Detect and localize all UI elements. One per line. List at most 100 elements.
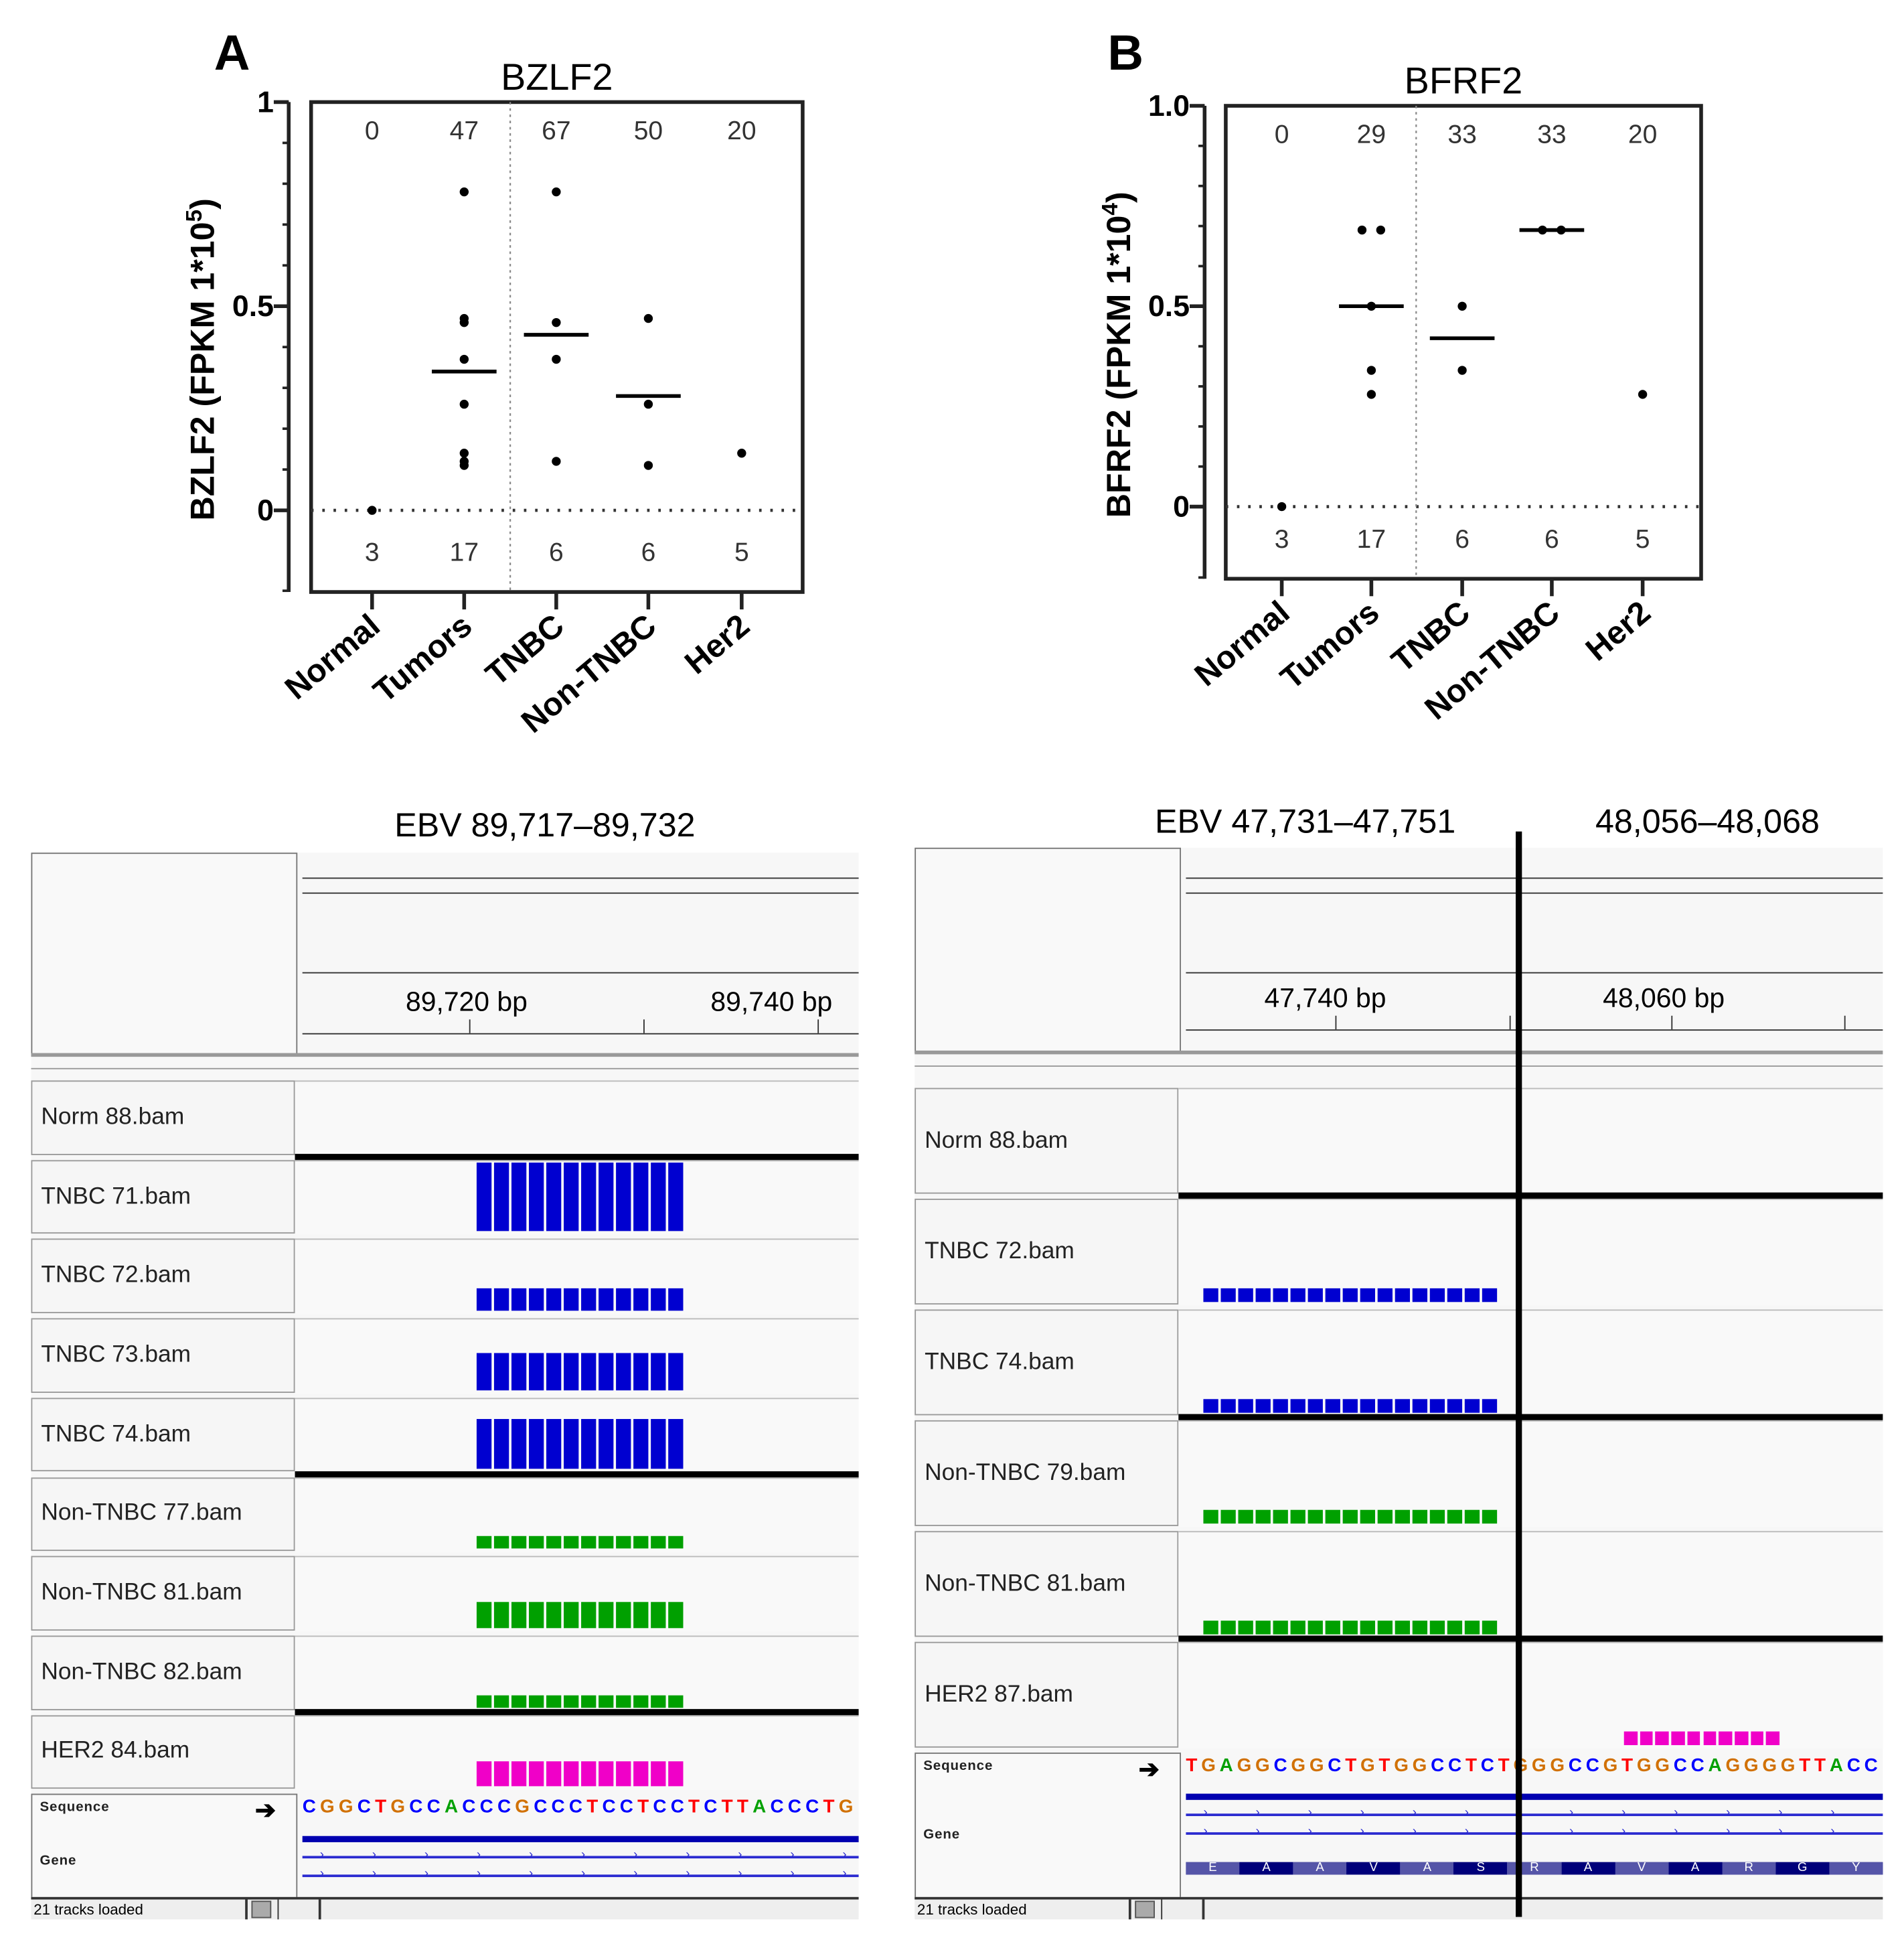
bottom-count: 5: [1636, 525, 1650, 554]
ruler-tick: [1844, 1015, 1846, 1030]
track-name[interactable]: TNBC 74.bam: [915, 1309, 1179, 1416]
y-axis-label-superscript: 4: [1098, 203, 1123, 216]
track-area[interactable]: [1178, 1088, 1883, 1195]
coverage-bar: [511, 1419, 527, 1470]
ruler-line: [302, 972, 859, 974]
coverage-bar: [599, 1288, 614, 1311]
data-point: [368, 506, 377, 515]
coverage-bar: [1464, 1509, 1480, 1524]
base-C: C: [534, 1796, 548, 1818]
track-name[interactable]: Norm 88.bam: [915, 1088, 1179, 1194]
track-name[interactable]: Non-TNBC 81.bam: [915, 1531, 1179, 1637]
base-T: T: [736, 1796, 748, 1818]
base-C: C: [1448, 1754, 1462, 1777]
base-T: T: [1186, 1754, 1198, 1777]
base-G: G: [1360, 1754, 1375, 1777]
data-point: [459, 317, 469, 327]
coverage-bar: [476, 1419, 492, 1470]
track-name[interactable]: HER2 87.bam: [915, 1641, 1179, 1748]
coverage-bar: [1273, 1288, 1288, 1302]
strand-chevron-icon: ›: [1203, 1806, 1208, 1820]
track-area[interactable]: [295, 1080, 859, 1156]
coverage-bar: [581, 1761, 597, 1787]
coverage-bar: [564, 1162, 579, 1232]
coverage-bar: [1464, 1620, 1480, 1635]
status-text: 21 tracks loaded: [31, 1899, 248, 1920]
coverage-bar: [546, 1761, 562, 1787]
strand-chevron-icon: ›: [372, 1867, 376, 1882]
coverage-bar: [668, 1162, 684, 1232]
track-name[interactable]: Non-TNBC 79.bam: [915, 1420, 1179, 1526]
amino-acid: R: [1722, 1862, 1776, 1875]
base-G: G: [1291, 1754, 1306, 1777]
coverage-bar: [1671, 1730, 1685, 1746]
data-point: [1277, 502, 1287, 512]
base-T: T: [1621, 1754, 1634, 1777]
strand-arrow-icon[interactable]: ➔: [1138, 1756, 1160, 1784]
data-point: [459, 449, 469, 458]
track-name[interactable]: TNBC 74.bam: [31, 1398, 295, 1473]
y-tick-label: 0: [257, 494, 274, 527]
coverage-bar: [1325, 1398, 1340, 1413]
coverage-bar: [1412, 1398, 1428, 1413]
track-name[interactable]: Non-TNBC 77.bam: [31, 1477, 295, 1552]
coverage-bar: [1687, 1730, 1701, 1746]
coverage-bar: [668, 1288, 684, 1311]
coverage-bar: [651, 1601, 666, 1629]
coverage-bar: [1255, 1288, 1271, 1302]
track-area[interactable]: [1178, 1641, 1883, 1749]
strand-chevron-icon: ›: [319, 1867, 324, 1882]
panel-letter: B: [1107, 25, 1143, 80]
strand-arrow-icon[interactable]: ➔: [255, 1797, 276, 1825]
locus-title-2: 48,056–48,068: [1595, 802, 1820, 840]
coverage-bar: [1377, 1620, 1393, 1635]
track-name[interactable]: Non-TNBC 81.bam: [31, 1556, 295, 1631]
chart-title: BFRF2: [1405, 60, 1523, 101]
coverage-bar: [599, 1419, 614, 1470]
track-name[interactable]: TNBC 72.bam: [31, 1239, 295, 1314]
coverage-bar: [1238, 1398, 1253, 1413]
coverage-bar: [1255, 1398, 1271, 1413]
track-name[interactable]: HER2 84.bam: [31, 1714, 295, 1789]
track-name[interactable]: TNBC 72.bam: [915, 1199, 1179, 1305]
strand-chevron-icon: ›: [424, 1848, 429, 1863]
strand-chevron-icon: ›: [633, 1867, 638, 1882]
coverage-bar: [1273, 1620, 1288, 1635]
coverage-bar: [633, 1694, 649, 1708]
base-C: C: [770, 1796, 784, 1818]
ruler-label: 89,720 bp: [405, 986, 528, 1017]
strand-chevron-icon: ›: [1360, 1825, 1364, 1839]
track-name[interactable]: TNBC 71.bam: [31, 1159, 295, 1234]
strand-chevron-icon: ›: [1830, 1825, 1835, 1839]
status-bar: 21 tracks loaded: [31, 1896, 859, 1920]
base-C: C: [619, 1796, 633, 1818]
x-tick-label: Her2: [678, 607, 757, 681]
y-axis-label-paren: ): [184, 198, 222, 210]
track-name[interactable]: TNBC 73.bam: [31, 1318, 295, 1393]
strand-chevron-icon: ›: [476, 1848, 481, 1863]
coverage-bar: [1238, 1620, 1253, 1635]
track-name[interactable]: Non-TNBC 82.bam: [31, 1635, 295, 1710]
coverage-bar: [493, 1352, 509, 1390]
base-G: G: [1237, 1754, 1252, 1777]
group-separator: [295, 1471, 859, 1477]
strand-chevron-icon: ›: [1307, 1806, 1312, 1820]
coverage-bar: [599, 1352, 614, 1390]
coverage-bar: [1395, 1509, 1411, 1524]
coverage-bar: [476, 1601, 492, 1629]
status-field: [1161, 1899, 1205, 1920]
amino-acid: A: [1561, 1862, 1615, 1875]
transcript-line: [302, 1856, 859, 1858]
base-C: C: [1864, 1754, 1878, 1777]
strand-chevron-icon: ›: [1569, 1806, 1574, 1820]
base-G: G: [1655, 1754, 1670, 1777]
base-T: T: [375, 1796, 387, 1818]
coverage-bar: [1255, 1620, 1271, 1635]
base-C: C: [568, 1796, 583, 1818]
base-G: G: [515, 1796, 530, 1818]
base-C: C: [1568, 1754, 1582, 1777]
coverage-bar: [1325, 1620, 1340, 1635]
strand-chevron-icon: ›: [581, 1848, 586, 1863]
track-name[interactable]: Norm 88.bam: [31, 1080, 295, 1155]
